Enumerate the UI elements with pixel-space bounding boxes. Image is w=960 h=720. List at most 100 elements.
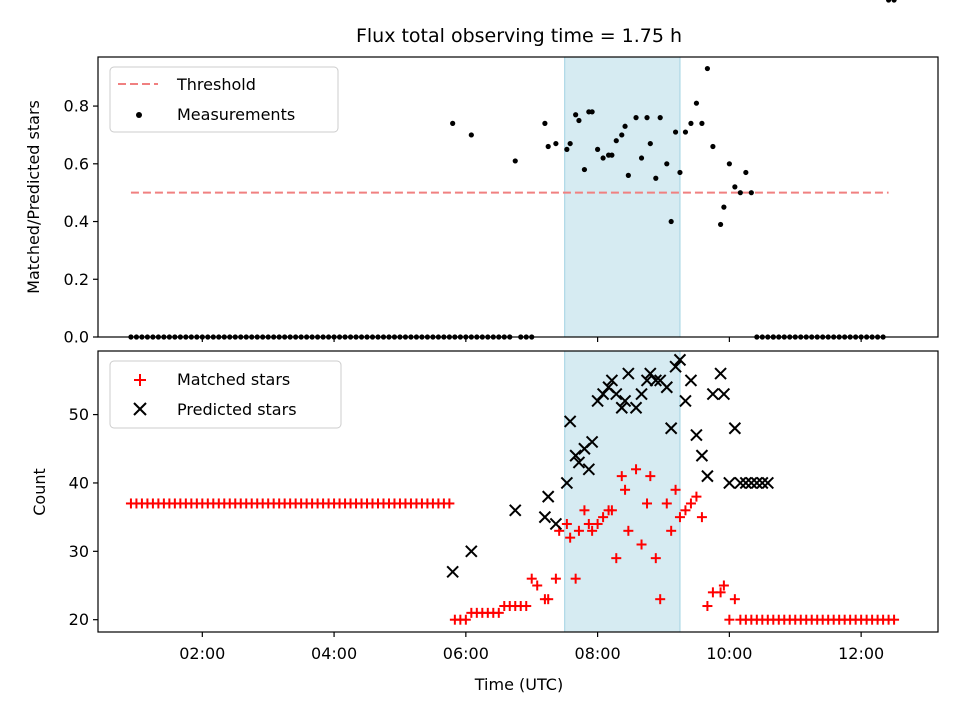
ratio-legend: Threshold Measurements <box>109 66 339 133</box>
measurement-point <box>672 129 679 135</box>
matched-star-point <box>598 512 609 523</box>
legend-measurements-label: Measurements <box>177 105 295 124</box>
matched-star-point <box>606 505 617 516</box>
legend-measurements-swatch <box>136 112 142 118</box>
matched-star-point <box>587 525 598 536</box>
matched-star-point <box>570 573 581 584</box>
matched-star-point <box>550 573 561 584</box>
matched-star-point <box>583 518 594 529</box>
predicted-star-point <box>465 545 478 558</box>
predicted-star-point <box>640 374 654 387</box>
matched-star-point <box>526 573 537 584</box>
ratio-y-tick-label: 0.4 <box>64 212 89 231</box>
matched-star-point <box>565 532 576 543</box>
measurement-point <box>688 120 694 126</box>
legend-threshold-label: Threshold <box>176 75 256 94</box>
predicted-star-point <box>660 381 673 394</box>
predicted-star-point <box>615 401 628 414</box>
predicted-star-point <box>723 476 736 490</box>
measurement-point <box>589 109 595 115</box>
measurement-point <box>625 172 631 178</box>
predicted-star-point <box>673 353 687 367</box>
matched-star-point <box>680 505 691 516</box>
predicted-star-point <box>679 394 692 408</box>
measurement-point <box>891 0 897 3</box>
count-shaded-span <box>564 351 681 632</box>
measurement-point <box>468 132 474 138</box>
x-tick-label: 02:00 <box>179 644 225 663</box>
measurement-point <box>553 140 559 147</box>
matched-star-point <box>655 594 666 605</box>
measurement-point <box>545 143 551 150</box>
predicted-star-point <box>695 449 709 462</box>
ratio-panel: 0.00.20.40.60.8 Matched/Predicted stars … <box>24 0 939 347</box>
ratio-y-tick-label: 0.6 <box>64 154 89 173</box>
count-y-tick-label: 50 <box>69 405 89 424</box>
matched-star-point <box>493 607 504 618</box>
count-y-tick-label: 20 <box>69 610 89 629</box>
predicted-star-point <box>728 422 742 435</box>
predicted-star-point <box>585 435 599 449</box>
measurement-point <box>450 120 456 126</box>
count-predicted-points <box>446 353 775 579</box>
count-y-tick-label: 40 <box>69 473 89 492</box>
matched-star-point <box>685 498 696 509</box>
x-tick-label: 10:00 <box>706 644 752 663</box>
predicted-star-point <box>684 374 698 387</box>
matched-star-point <box>636 539 647 550</box>
measurement-point <box>704 65 711 72</box>
predicted-star-point <box>669 360 682 373</box>
predicted-star-point <box>569 449 582 462</box>
predicted-star-point <box>635 387 648 401</box>
predicted-star-point <box>745 476 758 490</box>
predicted-star-point <box>649 374 663 387</box>
measurement-point <box>573 112 579 118</box>
matched-star-point <box>631 464 642 475</box>
predicted-star-point <box>739 476 753 490</box>
predicted-star-point <box>618 394 632 408</box>
measurement-point <box>693 100 700 106</box>
measurement-point <box>512 158 518 164</box>
chart-title: Flux total observing time = 1.75 h <box>356 25 682 47</box>
matched-star-point <box>696 512 707 523</box>
predicted-star-point <box>701 469 714 483</box>
ratio-y-tick-label: 0.8 <box>64 97 89 116</box>
predicted-star-point <box>714 367 727 380</box>
predicted-star-point <box>734 476 747 490</box>
measurement-point <box>668 218 674 225</box>
legend-predicted-label: Predicted stars <box>177 400 297 419</box>
measurement-point <box>699 120 705 126</box>
predicted-star-point <box>549 517 563 531</box>
predicted-star-point <box>605 374 619 387</box>
ratio-legend-box <box>109 66 339 133</box>
measurement-point <box>564 146 570 152</box>
measurement-point <box>664 161 670 167</box>
x-tick-label: 12:00 <box>838 644 884 663</box>
measurement-point <box>657 115 663 121</box>
predicted-star-point <box>717 387 731 401</box>
predicted-star-point <box>690 428 703 442</box>
measurement-point <box>619 132 625 138</box>
measurement-point <box>677 169 683 176</box>
predicted-star-point <box>538 510 552 524</box>
matched-star-point <box>592 518 603 529</box>
matched-star-point <box>561 518 572 529</box>
matched-star-point <box>611 553 622 564</box>
predicted-star-point <box>572 456 586 469</box>
matched-star-point <box>724 614 735 625</box>
predicted-star-point <box>509 504 522 517</box>
predicted-star-point <box>750 476 764 490</box>
x-tick-label: 06:00 <box>443 644 489 663</box>
measurement-point <box>647 140 653 147</box>
matched-star-point <box>543 594 554 605</box>
measurement-point <box>581 166 588 173</box>
count-axes-frame <box>97 350 939 633</box>
matched-star-point <box>579 505 590 516</box>
x-axis-label: Time (UTC) <box>474 675 563 694</box>
matched-star-point <box>620 484 631 495</box>
measurement-point <box>743 169 749 176</box>
matched-star-point <box>729 594 740 605</box>
matched-star-point <box>616 471 627 482</box>
